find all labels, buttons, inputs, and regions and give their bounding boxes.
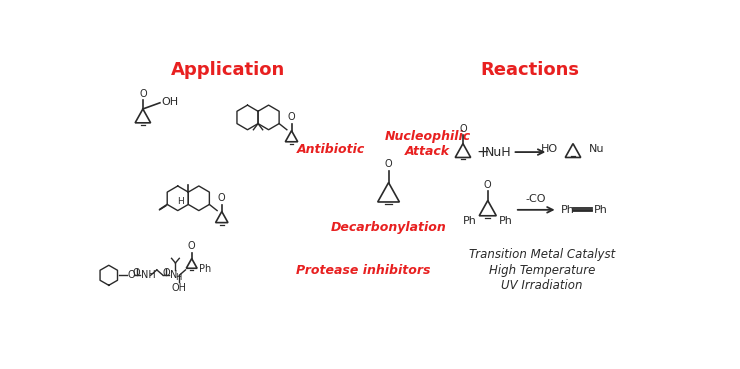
Text: O: O [459,124,467,134]
Text: NuH: NuH [485,146,511,159]
Text: O: O [288,112,295,123]
Text: O: O [484,180,491,190]
Text: Ph: Ph [499,215,513,225]
Text: H: H [177,197,184,206]
Text: +: + [477,145,489,159]
Text: O: O [133,268,141,278]
Text: Nu: Nu [589,144,605,154]
Text: Ph: Ph [200,264,212,274]
Text: UV Irradiation: UV Irradiation [501,279,583,292]
Text: O: O [188,241,195,251]
Text: NH: NH [141,270,155,280]
Text: Protease inhibitors: Protease inhibitors [296,264,431,277]
Text: Reactions: Reactions [481,61,580,79]
Text: -CO: -CO [525,194,546,204]
Text: Nucleophilic
Attack: Nucleophilic Attack [384,130,471,158]
Text: N: N [170,270,178,280]
Text: HO: HO [540,144,557,154]
Text: O: O [139,89,147,99]
Text: High Temperature: High Temperature [489,264,595,277]
Text: Ph: Ph [463,215,477,225]
Text: Transition Metal Catalyst: Transition Metal Catalyst [469,248,615,261]
Text: Antibiotic: Antibiotic [296,143,365,156]
Text: O: O [162,268,170,278]
Text: O: O [218,193,226,203]
Text: O: O [385,159,392,169]
Text: Decarbonylation: Decarbonylation [331,221,446,234]
Text: Application: Application [171,61,285,79]
Text: OH: OH [161,97,178,107]
Text: OH: OH [172,283,186,293]
Text: Ph: Ph [594,205,608,215]
Text: Ph: Ph [561,205,574,215]
Text: H: H [175,273,181,282]
Text: O: O [127,270,135,280]
